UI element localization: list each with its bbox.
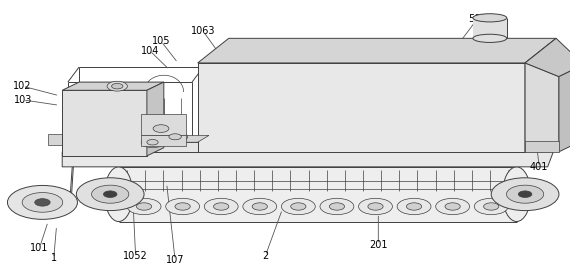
Polygon shape: [198, 38, 556, 63]
Circle shape: [204, 198, 238, 215]
Polygon shape: [119, 167, 517, 222]
Circle shape: [137, 203, 151, 210]
Polygon shape: [62, 152, 554, 167]
Circle shape: [141, 137, 164, 148]
Circle shape: [491, 178, 559, 211]
Circle shape: [7, 186, 77, 219]
Circle shape: [506, 185, 544, 203]
Text: 2: 2: [262, 251, 268, 261]
Circle shape: [153, 125, 169, 133]
Circle shape: [435, 198, 469, 215]
Circle shape: [358, 198, 392, 215]
Ellipse shape: [105, 167, 132, 222]
Circle shape: [518, 191, 532, 198]
Circle shape: [104, 191, 117, 198]
Circle shape: [147, 140, 158, 145]
Circle shape: [243, 198, 276, 215]
Circle shape: [166, 198, 199, 215]
Circle shape: [445, 203, 460, 210]
Polygon shape: [525, 63, 559, 152]
Text: 107: 107: [166, 255, 184, 265]
Circle shape: [252, 203, 267, 210]
Polygon shape: [141, 114, 187, 135]
Polygon shape: [525, 38, 556, 152]
Circle shape: [175, 203, 190, 210]
Circle shape: [76, 178, 144, 211]
Text: 1052: 1052: [123, 251, 148, 261]
Circle shape: [169, 134, 181, 140]
Polygon shape: [198, 63, 525, 152]
Circle shape: [282, 198, 315, 215]
Ellipse shape: [473, 34, 507, 42]
Circle shape: [92, 185, 129, 203]
Circle shape: [291, 203, 306, 210]
Polygon shape: [62, 82, 164, 90]
Ellipse shape: [502, 167, 530, 222]
Circle shape: [35, 199, 50, 206]
Text: 101: 101: [31, 242, 49, 252]
Circle shape: [107, 81, 127, 91]
Polygon shape: [559, 64, 576, 152]
Ellipse shape: [473, 14, 507, 22]
Circle shape: [368, 203, 383, 210]
Polygon shape: [62, 135, 209, 142]
Text: 1063: 1063: [191, 27, 215, 37]
Circle shape: [214, 203, 229, 210]
Text: 401: 401: [530, 162, 548, 172]
Polygon shape: [62, 90, 147, 156]
Circle shape: [329, 203, 344, 210]
Text: 102: 102: [13, 81, 32, 91]
Text: 201: 201: [369, 240, 388, 250]
Circle shape: [162, 131, 188, 143]
Polygon shape: [147, 82, 164, 156]
Circle shape: [474, 198, 508, 215]
Text: 104: 104: [141, 46, 159, 56]
Bar: [48, 134, 62, 145]
Polygon shape: [473, 18, 507, 38]
Polygon shape: [141, 135, 187, 146]
Circle shape: [112, 83, 123, 89]
Polygon shape: [62, 145, 562, 152]
Circle shape: [397, 198, 431, 215]
Text: 103: 103: [13, 95, 32, 105]
Circle shape: [127, 198, 161, 215]
Polygon shape: [525, 141, 559, 152]
Circle shape: [22, 193, 63, 212]
Circle shape: [484, 203, 499, 210]
Text: 105: 105: [151, 36, 170, 46]
Circle shape: [320, 198, 354, 215]
Text: 1: 1: [51, 253, 57, 263]
Polygon shape: [62, 142, 198, 152]
Circle shape: [145, 121, 177, 136]
Polygon shape: [525, 38, 576, 77]
Circle shape: [407, 203, 422, 210]
Text: 501: 501: [468, 14, 486, 24]
